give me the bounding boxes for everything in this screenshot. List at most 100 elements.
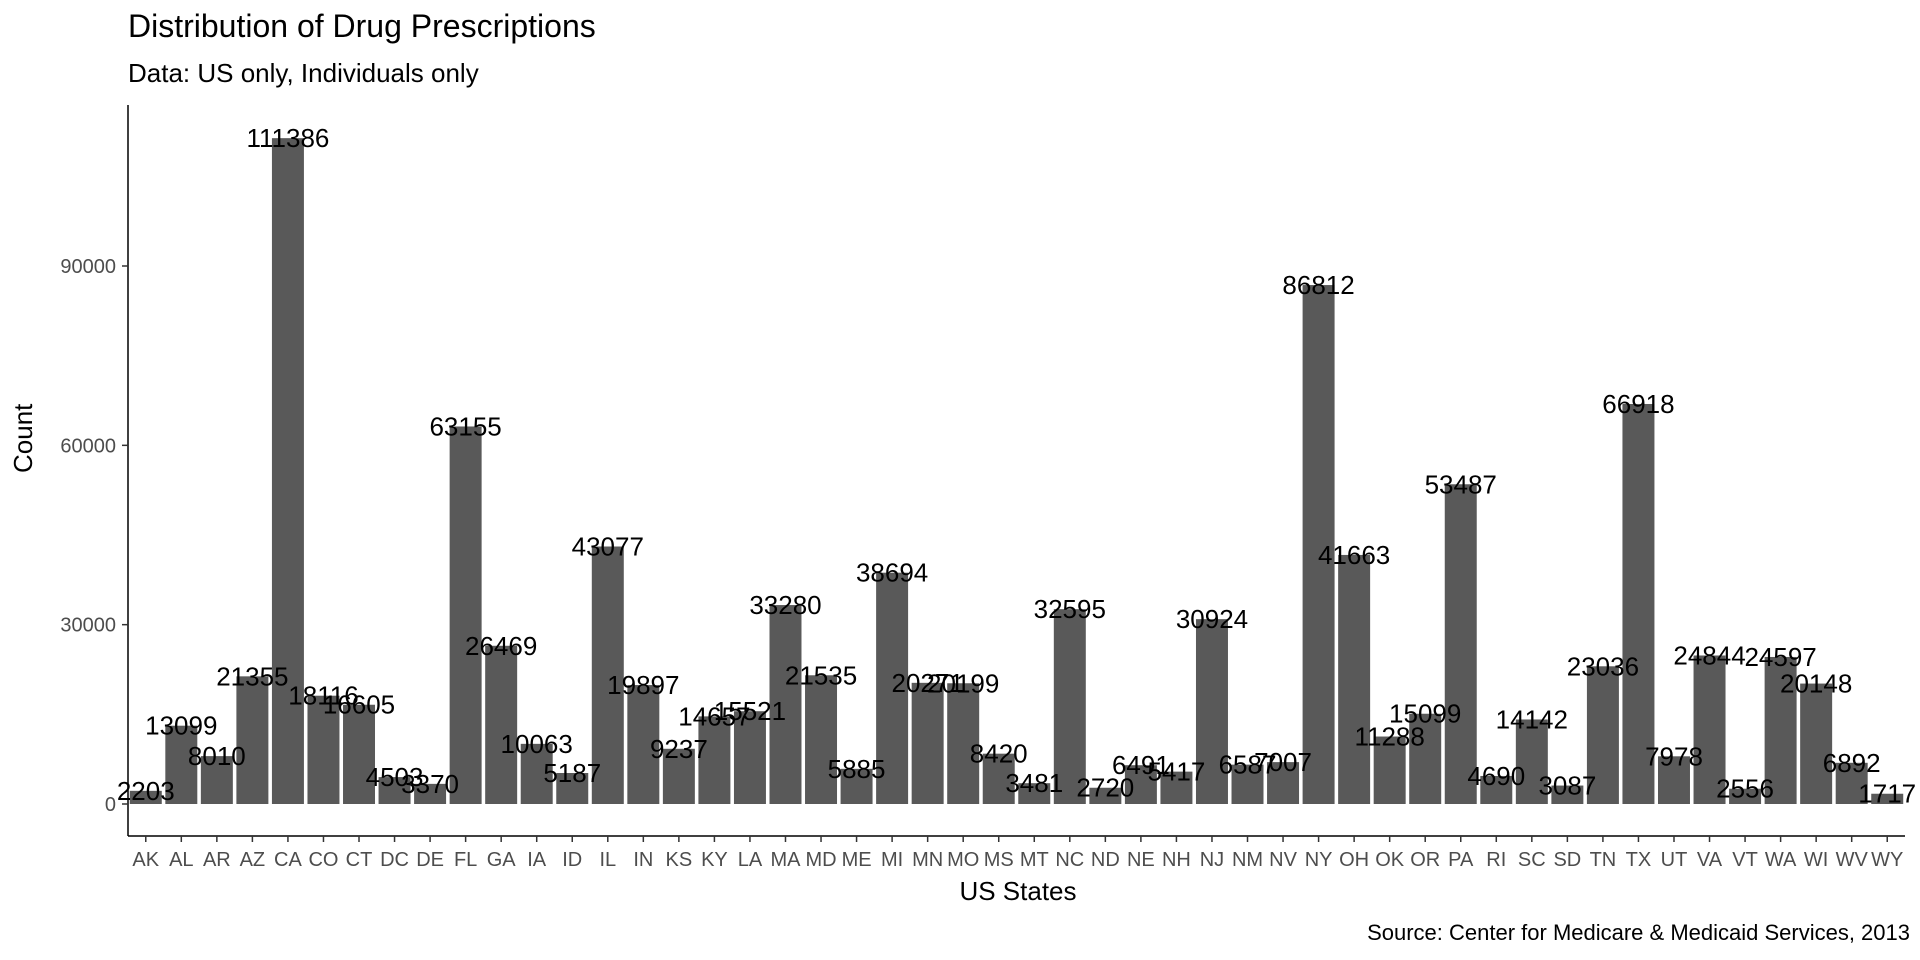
bar [1195, 619, 1228, 804]
bar [947, 683, 980, 804]
x-tick-label: AK [132, 849, 159, 871]
bar [627, 685, 660, 804]
data-label: 41663 [1318, 540, 1390, 570]
x-tick-label: MS [984, 849, 1014, 871]
data-label: 63155 [429, 411, 501, 441]
bar [911, 682, 944, 804]
data-label: 8420 [970, 739, 1028, 769]
x-tick-label: SC [1518, 849, 1546, 871]
data-label: 5187 [543, 758, 601, 788]
x-tick-label: MI [881, 849, 903, 871]
x-tick-label: OR [1410, 849, 1440, 871]
bar [876, 572, 909, 804]
bar [1764, 656, 1797, 804]
data-label: 20271 [891, 668, 963, 698]
chart-title: Distribution of Drug Prescriptions [128, 8, 596, 44]
x-tick-label: AR [203, 849, 231, 871]
data-label: 21355 [216, 661, 288, 691]
data-label: 19897 [607, 670, 679, 700]
x-tick-label: KS [666, 849, 693, 871]
bar [769, 605, 802, 804]
x-tick-label: IL [599, 849, 616, 871]
bar [1657, 756, 1690, 804]
data-label: 20148 [1780, 669, 1852, 699]
data-label: 1717 [1858, 779, 1916, 809]
x-tick-label: WI [1804, 849, 1828, 871]
data-label: 33280 [749, 590, 821, 620]
data-label: 14657 [678, 701, 750, 731]
x-tick-label: MA [770, 849, 801, 871]
data-label: 20199 [927, 668, 999, 698]
bar [449, 426, 482, 804]
data-label: 15099 [1389, 699, 1461, 729]
data-label: 26469 [465, 631, 537, 661]
data-label: 30924 [1176, 604, 1248, 634]
x-tick-label: TN [1590, 849, 1617, 871]
bar [1231, 764, 1264, 804]
bar [1586, 666, 1619, 804]
bar [1551, 785, 1584, 804]
data-label: 4503 [366, 762, 424, 792]
data-label: 3370 [401, 769, 459, 799]
data-label: 7978 [1645, 741, 1703, 771]
y-tick-label: 60000 [60, 435, 116, 457]
x-tick-label: NM [1232, 849, 1263, 871]
data-label: 86812 [1282, 270, 1354, 300]
data-label: 111386 [246, 123, 329, 153]
x-tick-label: DE [416, 849, 444, 871]
bar [200, 756, 233, 804]
data-label: 5417 [1148, 757, 1206, 787]
x-tick-label: AZ [240, 849, 266, 871]
x-tick-label: NC [1055, 849, 1084, 871]
data-label: 3481 [1005, 768, 1063, 798]
x-tick-label: MN [912, 849, 943, 871]
x-tick-label: NE [1127, 849, 1155, 871]
data-label: 2720 [1076, 773, 1134, 803]
bar [236, 676, 269, 804]
x-tick-label: WY [1871, 849, 1903, 871]
x-tick-label: TX [1626, 849, 1652, 871]
data-label: 66918 [1602, 389, 1674, 419]
x-tick-label: RI [1486, 849, 1506, 871]
data-label: 14142 [1496, 704, 1568, 734]
data-label: 4690 [1467, 761, 1525, 791]
x-tick-label: NV [1269, 849, 1297, 871]
x-tick-label: ND [1091, 849, 1120, 871]
bar [840, 768, 873, 804]
bar [307, 695, 340, 804]
data-label: 43077 [572, 531, 644, 561]
bar [520, 743, 553, 804]
bar [1302, 285, 1335, 805]
bar [343, 704, 376, 804]
bar [556, 772, 589, 804]
x-tick-label: IN [633, 849, 653, 871]
bar [805, 675, 838, 804]
data-label: 6892 [1823, 748, 1881, 778]
data-label: 6491 [1112, 750, 1170, 780]
data-label: 6587 [1219, 750, 1277, 780]
data-label: 23036 [1567, 651, 1639, 681]
data-label: 5885 [828, 754, 886, 784]
bar [485, 645, 518, 804]
bar [1444, 484, 1477, 804]
chart-subtitle: Data: US only, Individuals only [128, 58, 479, 88]
x-tick-label: ID [562, 849, 582, 871]
bar [733, 711, 766, 804]
data-label: 18116 [288, 681, 358, 711]
data-label: 32595 [1034, 594, 1106, 624]
data-label: 24597 [1744, 642, 1816, 672]
x-tick-label: NJ [1200, 849, 1224, 871]
x-tick-label: LA [738, 849, 763, 871]
data-label: 16605 [323, 690, 395, 720]
x-tick-label: ME [842, 849, 872, 871]
bar [414, 783, 447, 804]
x-tick-label: MD [805, 849, 836, 871]
data-label: 9237 [650, 734, 708, 764]
bar [1089, 787, 1122, 804]
y-tick-label: 0 [105, 794, 116, 816]
x-tick-label: OK [1375, 849, 1405, 871]
bar [1835, 762, 1868, 804]
x-tick-label: CT [346, 849, 373, 871]
bar [1800, 683, 1833, 804]
x-tick-label: FL [454, 849, 477, 871]
